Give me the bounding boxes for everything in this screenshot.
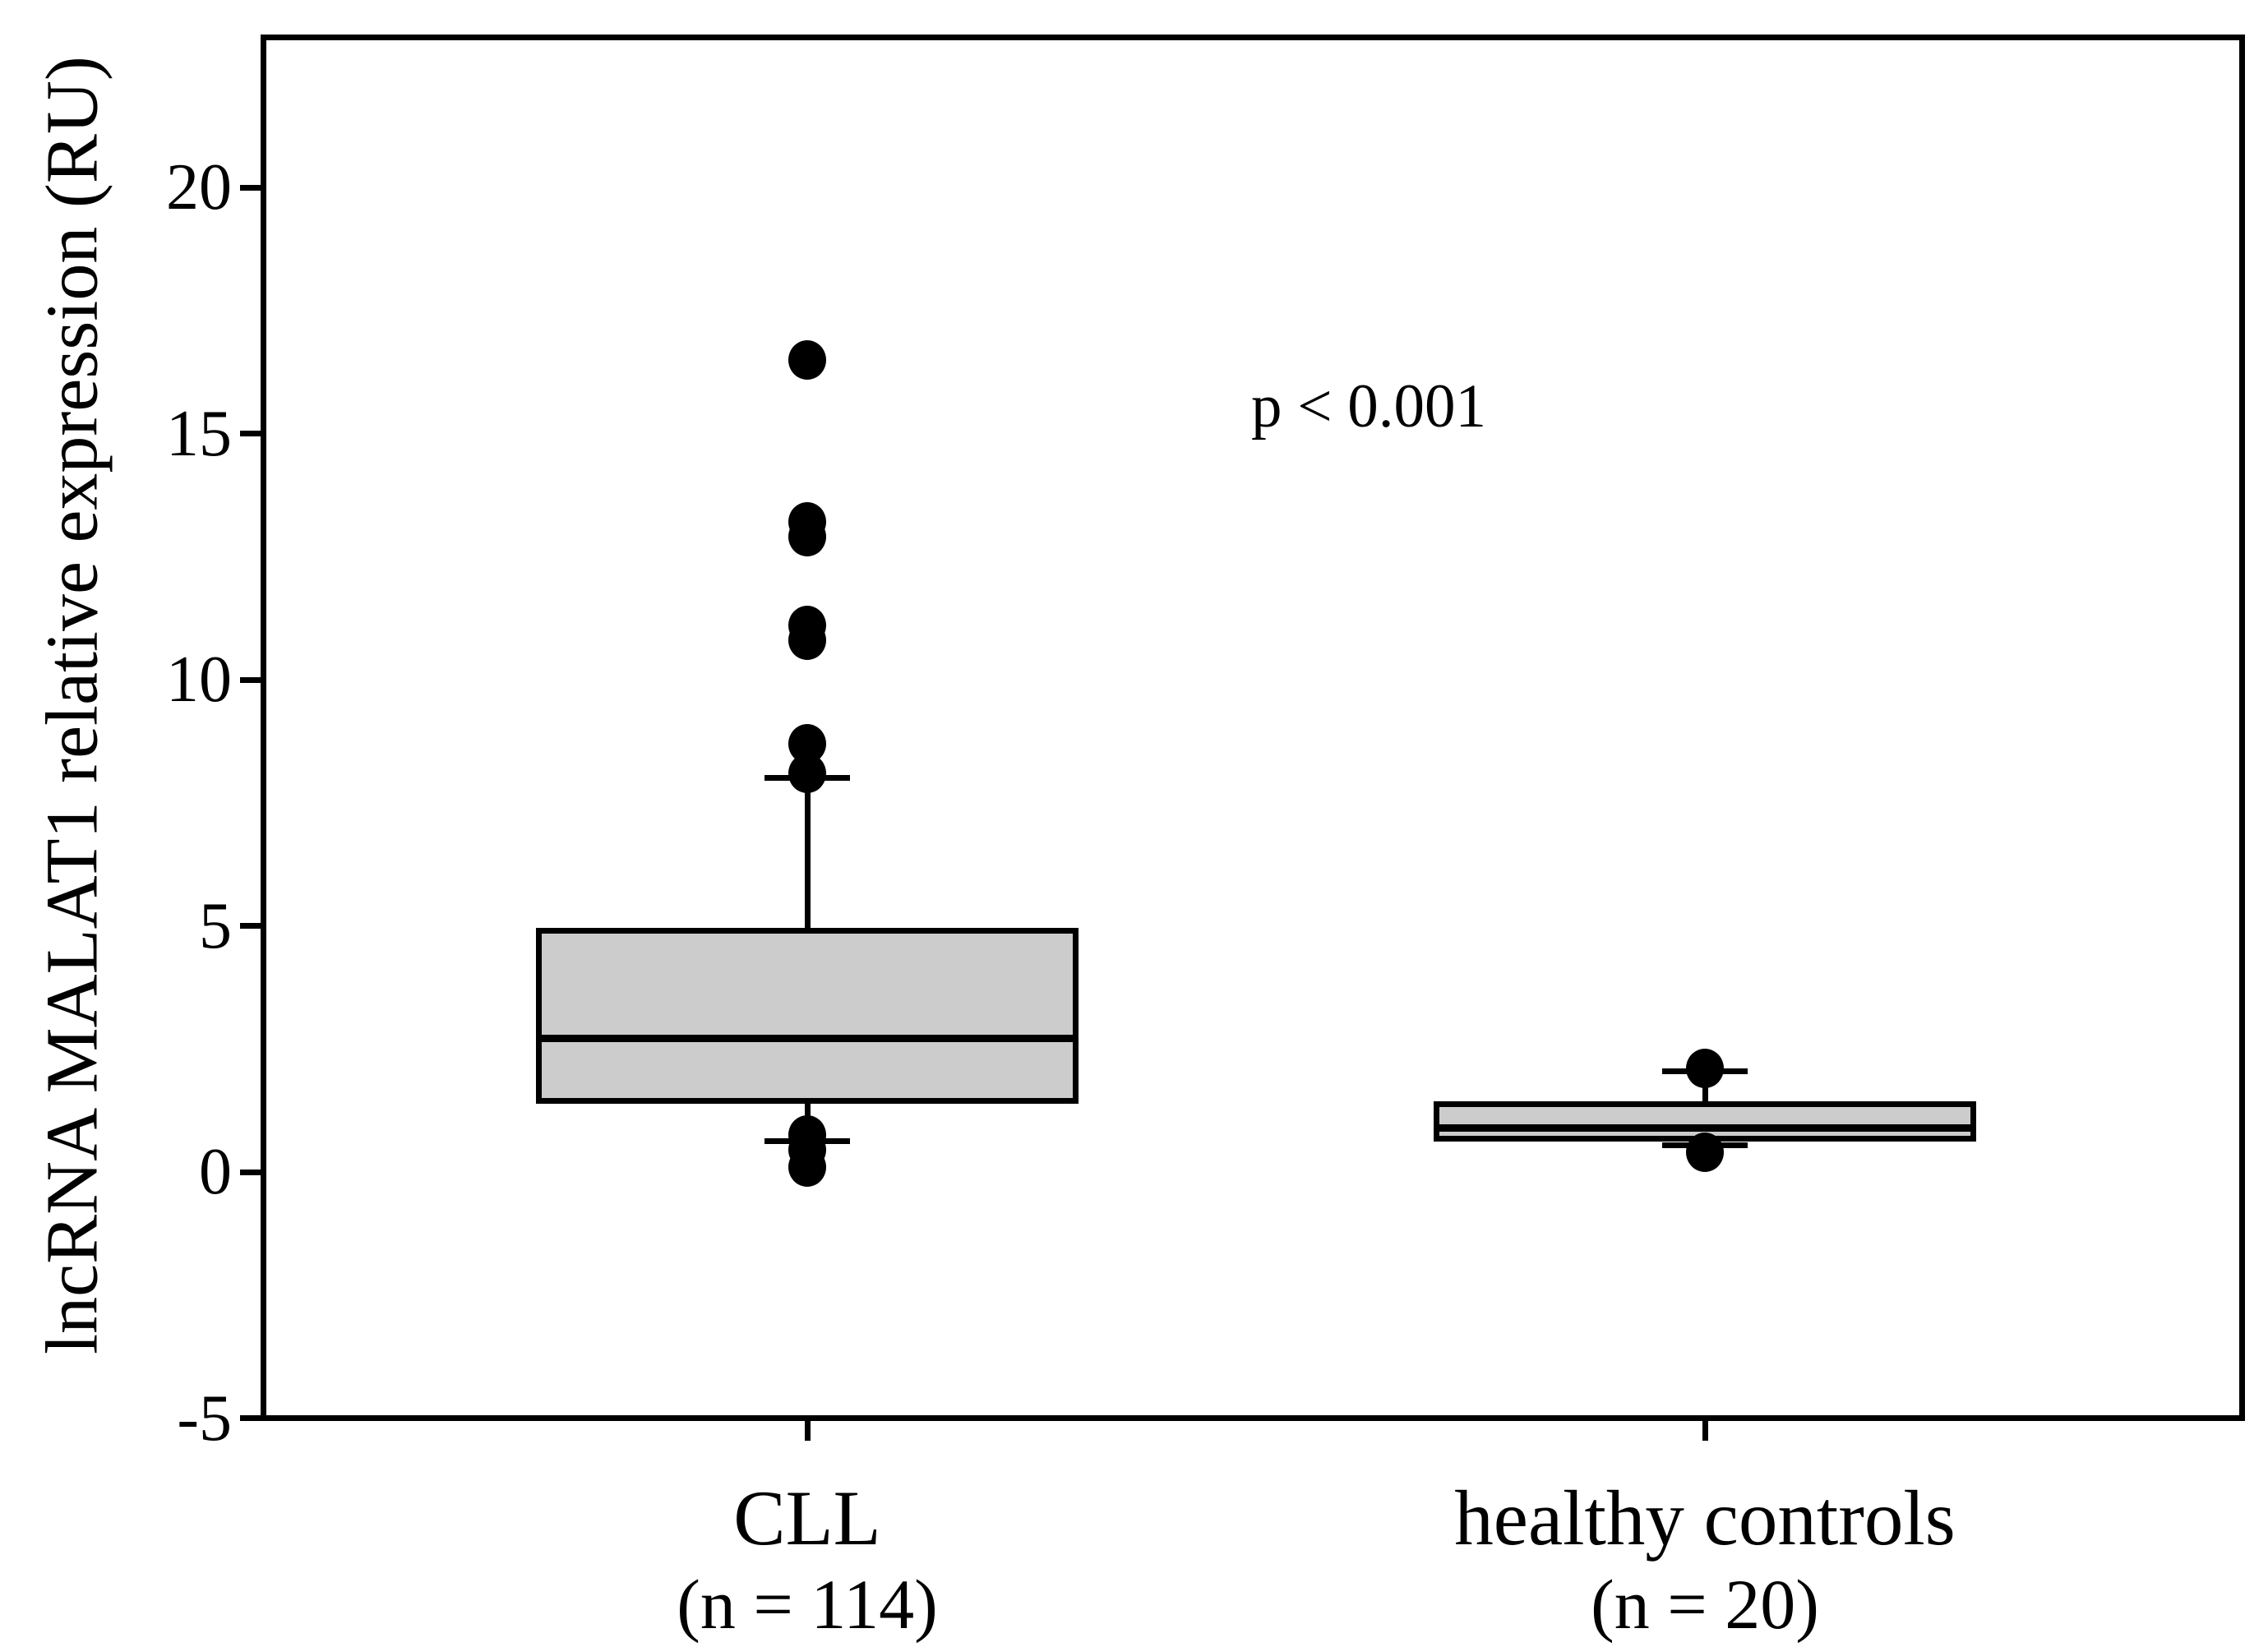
y-tick [239,676,261,683]
y-tick-label: 5 [199,889,232,962]
y-tick [239,923,261,929]
y-tick [239,431,261,436]
outlier-dot-healthy-controls [1686,1133,1724,1173]
outlier-dot-cll [788,621,826,661]
y-tick [239,1169,261,1175]
outlier-dot-cll [788,517,826,557]
outlier-dot-cll [788,753,826,793]
median-line-healthy-controls [1434,1123,1976,1132]
category-sublabel-cll: (n = 114) [677,1565,938,1644]
outlier-dot-cll [788,1147,826,1187]
x-tick-cll [804,1418,811,1441]
p-value-annotation: p < 0.001 [1250,372,1487,441]
median-line-cll [536,1034,1079,1042]
y-tick-label: 0 [199,1136,232,1208]
category-label-healthy-controls: healthy controls [1454,1474,1956,1562]
x-tick-healthy-controls [1702,1418,1708,1441]
y-tick-label: 10 [166,644,232,716]
box-cll [536,927,1079,1105]
outlier-dot-healthy-controls [1686,1049,1724,1089]
y-tick [239,1415,261,1421]
upper-whisker-cll [804,777,811,931]
y-tick-label: 20 [166,151,232,224]
category-sublabel-healthy-controls: (n = 20) [1591,1565,1819,1644]
y-tick-label: 15 [166,397,232,470]
category-label-cll: CLL [733,1474,881,1562]
outlier-dot-cll [788,339,826,380]
plot-frame [260,35,2245,1421]
y-tick [239,184,261,191]
y-tick-label: -5 [177,1382,232,1455]
